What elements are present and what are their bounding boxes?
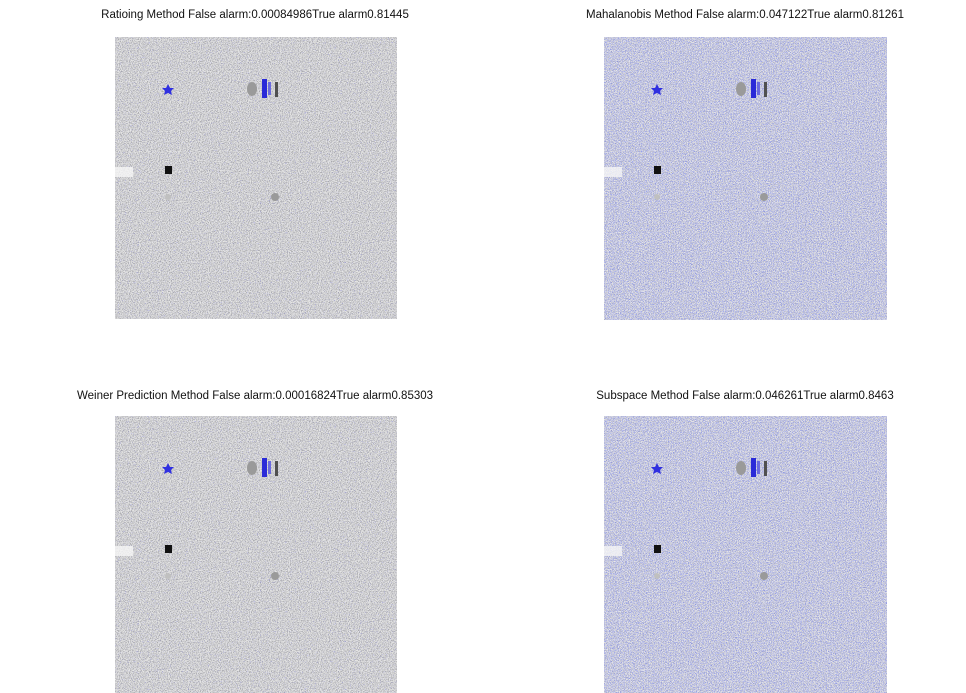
image-noise [115, 37, 397, 319]
image-noise [604, 37, 887, 320]
panel: Weiner Prediction Method False alarm:0.0… [77, 390, 433, 693]
image [604, 37, 887, 320]
image [604, 416, 887, 693]
panel: Subspace Method False alarm:0.046261True… [596, 390, 894, 693]
image-noise [115, 416, 397, 693]
image [115, 37, 397, 319]
panel: Ratioing Method False alarm:0.00084986Tr… [101, 9, 409, 319]
panel-title: Mahalanobis Method False alarm:0.047122T… [586, 9, 904, 21]
panel-title: Ratioing Method False alarm:0.00084986Tr… [101, 9, 409, 21]
panel-title: Subspace Method False alarm:0.046261True… [596, 390, 893, 402]
image-noise [604, 416, 887, 693]
panel-title: Weiner Prediction Method False alarm:0.0… [77, 390, 433, 402]
image [115, 416, 397, 693]
panel: Mahalanobis Method False alarm:0.047122T… [586, 9, 904, 320]
